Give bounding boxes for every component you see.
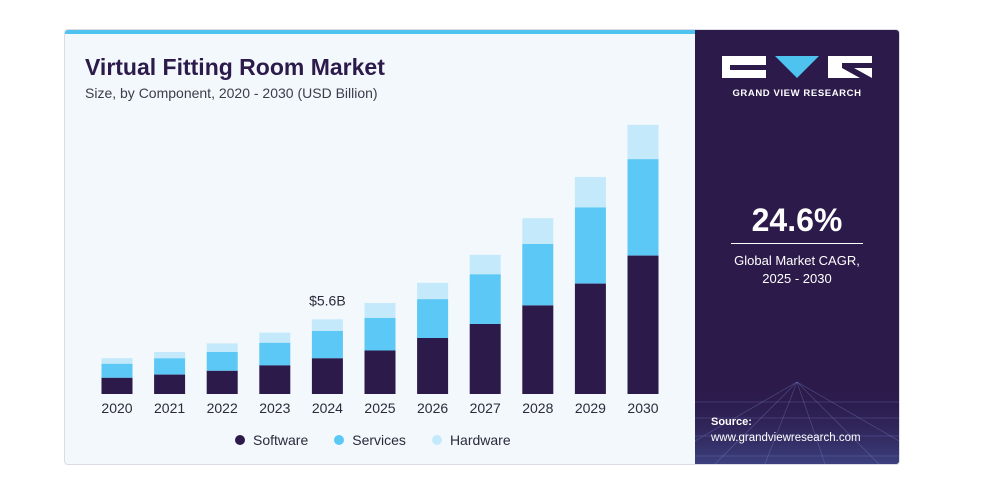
x-tick-label: 2024 [312,400,343,416]
bar-software-2022 [206,370,238,394]
bar-hardware-2024 [311,319,343,331]
panel-decoration [695,380,899,464]
source-title: Source: [711,416,752,428]
data-label-annotation: $5.6B [309,292,346,308]
x-tick-label: 2027 [470,400,501,416]
bar-software-2030 [627,255,659,394]
bar-services-2028 [522,243,554,306]
cagr-divider [731,243,863,244]
bar-services-2023 [259,342,291,366]
x-tick-label: 2025 [364,400,395,416]
x-tick-label: 2028 [522,400,553,416]
services-swatch [334,435,345,445]
bar-hardware-2021 [154,352,186,359]
bar-hardware-2030 [627,124,659,160]
cagr-value: 24.6% [751,202,843,238]
accent-bar [65,30,695,34]
bar-software-2027 [469,324,501,394]
bar-software-2024 [311,358,343,394]
chart-area: Virtual Fitting Room Market Size, by Com… [65,34,695,464]
brand-name: GRAND VIEW RESEARCH [732,88,862,99]
bar-hardware-2027 [469,254,501,275]
chart-title: Virtual Fitting Room Market [85,54,385,80]
bar-software-2025 [364,350,396,394]
bar-services-2025 [364,317,396,351]
grid-glow [695,380,899,464]
bar-hardware-2026 [417,282,449,300]
bar-software-2023 [259,365,291,394]
software-swatch [235,435,245,445]
bar-chart: 2020 2021 2022 2023 2024 $5.6B 2025 2026 2027 202… [101,124,659,416]
chart-subtitle: Size, by Component, 2020 - 2030 (USD Bil… [85,85,378,101]
legend-item-hardware: Hardware [431,432,511,448]
bar-hardware-2029 [574,177,606,208]
brand-logo [722,56,872,78]
info-panel: GRAND VIEW RESEARCH 24.6% Global Market … [695,30,899,464]
bar-services-2030 [627,159,659,256]
bar-hardware-2023 [259,332,291,343]
legend-label-hardware: Hardware [449,432,511,448]
bar-software-2026 [417,338,449,394]
cagr-label: Global Market CAGR, 2025 - 2030 [695,252,899,288]
bar-hardware-2020 [101,358,133,364]
bar-software-2028 [522,305,554,394]
bar-services-2021 [154,358,186,375]
bar-services-2026 [417,299,449,338]
chart-card: Virtual Fitting Room Market Size, by Com… [64,29,900,465]
grid-lines [695,381,899,464]
bar-hardware-2022 [206,343,238,352]
bar-software-2021 [154,374,186,394]
legend-label-software: Software [253,432,309,448]
x-tick-label: 2026 [417,400,448,416]
bar-services-2020 [101,363,133,378]
legend-item-software: Software [235,432,308,448]
bar-software-2029 [574,283,606,394]
legend-item-services: Services [334,432,406,448]
legend: Software Services Hardware [235,432,511,448]
cagr-label-line2: 2025 - 2030 [762,271,832,286]
hardware-swatch [431,435,442,445]
bar-software-2020 [101,377,133,394]
x-tick-label: 2029 [575,400,606,416]
bar-services-2024 [311,331,343,359]
bar-hardware-2025 [364,303,396,318]
x-tick-label: 2030 [627,400,658,416]
bar-services-2029 [574,207,606,284]
cagr-label-line1: Global Market CAGR, [734,253,860,268]
legend-label-services: Services [352,432,406,448]
source-url[interactable]: www.grandviewresearch.com [711,432,861,444]
x-tick-label: 2022 [207,400,238,416]
x-tick-label: 2023 [259,400,290,416]
bar-services-2027 [469,274,501,324]
bar-hardware-2028 [522,218,554,244]
bar-services-2022 [206,352,238,371]
x-tick-label: 2020 [101,400,132,416]
x-tick-label: 2021 [154,400,185,416]
